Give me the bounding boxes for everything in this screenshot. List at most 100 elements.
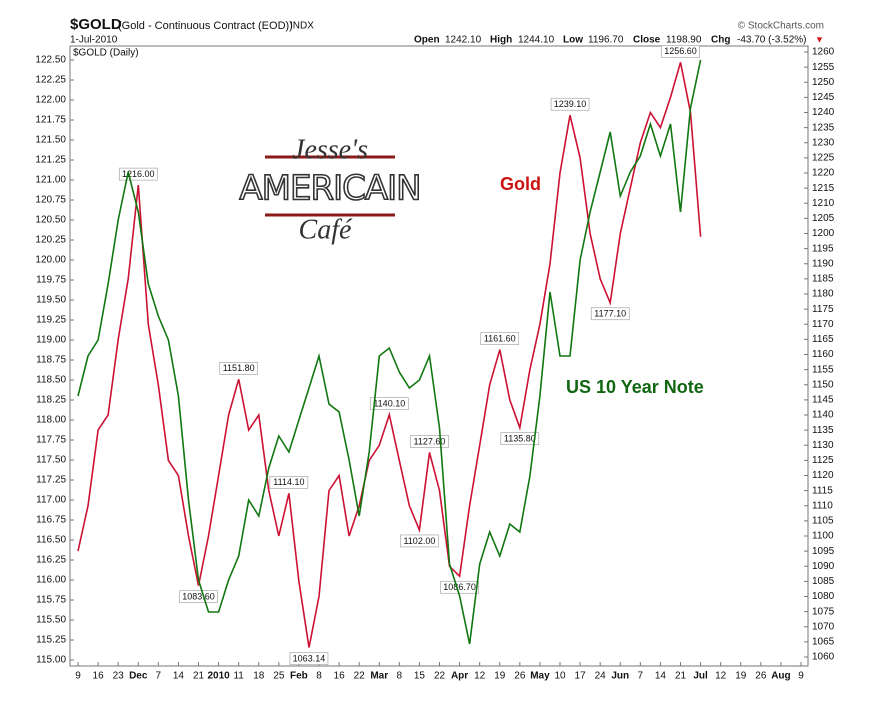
y2-tick-label: 1240 bbox=[812, 107, 835, 118]
value-label-box bbox=[179, 590, 218, 603]
description: (Gold - Continuous Contract (EOD)) bbox=[118, 20, 293, 32]
x-tick-label: 8 bbox=[397, 671, 403, 682]
y-tick-label: 121.00 bbox=[35, 175, 66, 186]
value-label-box bbox=[400, 534, 439, 548]
low-label: Low bbox=[563, 35, 583, 46]
y-tick-label: 116.00 bbox=[36, 575, 66, 586]
x-tick-label: 8 bbox=[316, 671, 322, 682]
x-tick-label: 18 bbox=[253, 671, 265, 682]
y2-tick-label: 1250 bbox=[812, 77, 835, 88]
value-label: 1151.80 bbox=[223, 363, 255, 373]
y-tick-label: 119.25 bbox=[36, 315, 66, 326]
y2-tick-label: 1130 bbox=[812, 440, 834, 451]
y-tick-label: 116.50 bbox=[36, 535, 66, 546]
x-tick-label: 16 bbox=[93, 671, 105, 682]
y-tick-label: 121.50 bbox=[35, 135, 66, 146]
symbol: $GOLD bbox=[70, 16, 122, 33]
x-tick-label: May bbox=[530, 671, 550, 682]
x-tick-label: 17 bbox=[575, 671, 587, 682]
value-label: 1102.00 bbox=[403, 536, 435, 546]
y2-tick-label: 1185 bbox=[812, 274, 834, 285]
y-tick-label: 122.50 bbox=[35, 55, 66, 66]
y-tick-label: 118.50 bbox=[36, 375, 66, 386]
y2-tick-label: 1255 bbox=[812, 62, 835, 73]
y-tick-label: 120.75 bbox=[35, 195, 66, 206]
x-tick-label: 9 bbox=[75, 671, 81, 682]
y2-tick-label: 1155 bbox=[812, 364, 834, 375]
x-tick-label: 26 bbox=[514, 671, 526, 682]
value-label: 1135.80 bbox=[504, 434, 536, 444]
logo: Jesse's AMERICAIN Café bbox=[239, 134, 423, 245]
x-tick-label: Feb bbox=[290, 671, 308, 682]
value-label-box bbox=[219, 362, 258, 375]
x-tick-label: Dec bbox=[129, 671, 148, 682]
y2-tick-label: 1235 bbox=[812, 122, 835, 133]
open: 1242.10 bbox=[445, 35, 482, 46]
y-tick-label: 120.00 bbox=[35, 255, 66, 266]
value-label-box bbox=[289, 652, 329, 665]
x-tick-label: 10 bbox=[554, 671, 566, 682]
x-tick-label: 7 bbox=[638, 671, 644, 682]
series-line bbox=[77, 62, 702, 648]
high-label: High bbox=[490, 35, 512, 46]
x-tick-label: 19 bbox=[735, 671, 747, 682]
logo-line3: Café bbox=[299, 214, 353, 245]
date: 1-Jul-2010 bbox=[70, 35, 118, 46]
low: 1196.70 bbox=[588, 35, 624, 46]
y2-tick-label: 1100 bbox=[812, 531, 834, 542]
value-label-box bbox=[440, 580, 479, 594]
y2-tick-label: 1120 bbox=[812, 470, 834, 481]
y2-tick-label: 1090 bbox=[812, 561, 835, 572]
value-label-box bbox=[500, 432, 540, 446]
x-tick-label: 21 bbox=[193, 671, 205, 682]
y-tick-label: 121.25 bbox=[35, 155, 66, 166]
y2-tick-label: 1215 bbox=[812, 183, 835, 194]
close: 1198.90 bbox=[666, 35, 702, 46]
y2-tick-label: 1160 bbox=[812, 349, 834, 360]
exchange: INDX bbox=[290, 21, 314, 32]
y2-tick-label: 1145 bbox=[812, 395, 834, 406]
value-label: 1083.60 bbox=[182, 591, 215, 601]
x-tick-label: Apr bbox=[451, 671, 468, 682]
x-tick-label: 22 bbox=[434, 671, 446, 682]
ohlc: Open 1242.10 High 1244.10 Low 1196.70 Cl… bbox=[414, 34, 824, 45]
value-label-box bbox=[480, 332, 520, 345]
value-label: 1140.10 bbox=[373, 399, 405, 409]
y2-tick-label: 1115 bbox=[812, 485, 833, 496]
y2-tick-label: 1225 bbox=[812, 153, 835, 164]
y-tick-label: 120.25 bbox=[35, 235, 66, 246]
value-label-box bbox=[410, 435, 449, 448]
value-label-box bbox=[550, 97, 590, 111]
y-tick-label: 115.25 bbox=[36, 635, 66, 646]
y2-tick-label: 1175 bbox=[812, 304, 834, 315]
value-label: 1216.00 bbox=[122, 169, 155, 179]
y2-tick-label: 1200 bbox=[812, 228, 835, 239]
value-label-box bbox=[590, 307, 630, 321]
x-tick-label: 2010 bbox=[207, 671, 230, 682]
value-label: 1114.10 bbox=[273, 477, 304, 487]
y-tick-label: 118.00 bbox=[36, 415, 66, 426]
x-tick-label: 12 bbox=[474, 671, 486, 682]
logo-line2: AMERICAIN bbox=[239, 169, 420, 209]
y2-tick-label: 1075 bbox=[812, 606, 835, 617]
y2-tick-label: 1245 bbox=[812, 92, 835, 103]
y2-tick-label: 1165 bbox=[812, 334, 834, 345]
annotation: Gold bbox=[500, 174, 541, 194]
x-tick-label: Mar bbox=[370, 671, 388, 682]
value-label: 1256.60 bbox=[664, 46, 697, 56]
close-label: Close bbox=[633, 35, 661, 46]
x-tick-label: 14 bbox=[655, 671, 667, 682]
x-tick-label: 12 bbox=[715, 671, 727, 682]
value-label-box bbox=[661, 44, 700, 58]
value-label: 1177.10 bbox=[594, 309, 626, 319]
x-tick-label: 22 bbox=[354, 671, 366, 682]
y-tick-label: 120.50 bbox=[35, 215, 66, 226]
y2-tick-label: 1190 bbox=[812, 258, 834, 269]
x-tick-label: 19 bbox=[494, 671, 506, 682]
source: © StockCharts.com bbox=[738, 21, 824, 32]
y2-tick-label: 1095 bbox=[812, 546, 835, 557]
y2-tick-label: 1060 bbox=[812, 652, 835, 663]
y-tick-label: 117.00 bbox=[36, 495, 66, 506]
y2-tick-label: 1195 bbox=[812, 243, 834, 254]
y2-tick-label: 1170 bbox=[812, 319, 834, 330]
